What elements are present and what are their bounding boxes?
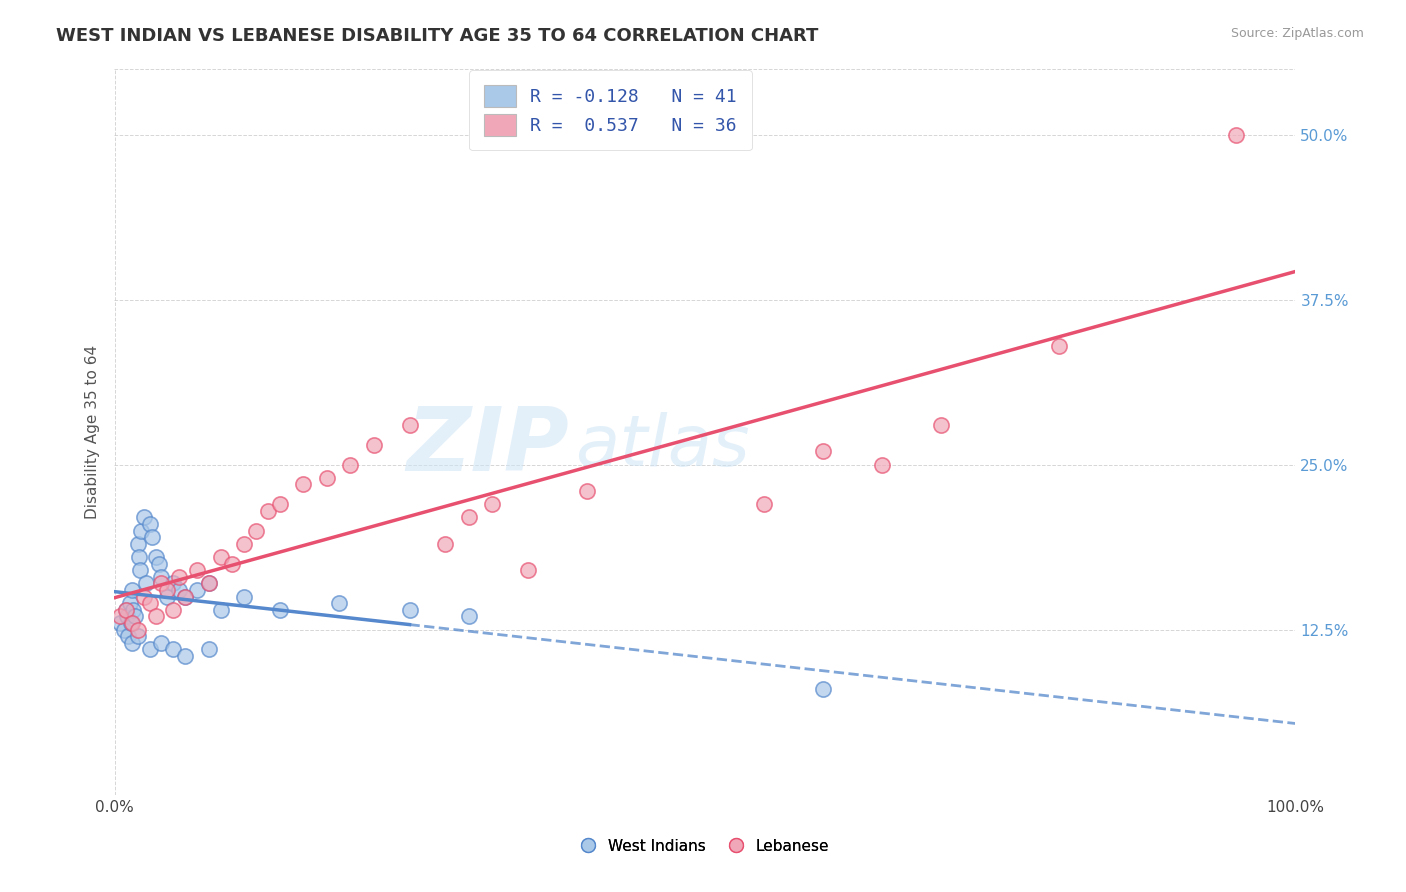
- Point: [398, 603, 420, 617]
- Point: [138, 596, 160, 610]
- Point: [150, 576, 173, 591]
- Point: [145, 549, 167, 564]
- Point: [162, 642, 184, 657]
- Point: [292, 477, 315, 491]
- Point: [1047, 339, 1070, 353]
- Point: [398, 417, 420, 432]
- Point: [197, 576, 219, 591]
- Y-axis label: Disability Age 35 to 64: Disability Age 35 to 64: [86, 344, 100, 518]
- Point: [339, 458, 361, 472]
- Point: [516, 563, 538, 577]
- Point: [209, 603, 232, 617]
- Point: [132, 510, 155, 524]
- Point: [131, 524, 153, 538]
- Point: [128, 549, 150, 564]
- Point: [135, 576, 157, 591]
- Point: [315, 471, 337, 485]
- Point: [141, 530, 163, 544]
- Point: [256, 504, 278, 518]
- Point: [481, 497, 503, 511]
- Point: [197, 642, 219, 657]
- Point: [167, 582, 190, 597]
- Point: [433, 537, 456, 551]
- Point: [156, 582, 179, 597]
- Text: atlas: atlas: [575, 411, 749, 481]
- Point: [118, 596, 141, 610]
- Point: [233, 590, 256, 604]
- Point: [811, 682, 834, 697]
- Point: [117, 629, 139, 643]
- Point: [811, 444, 834, 458]
- Point: [162, 603, 184, 617]
- Text: ZIP: ZIP: [406, 402, 569, 490]
- Point: [186, 563, 208, 577]
- Point: [233, 537, 256, 551]
- Point: [112, 623, 135, 637]
- Point: [120, 615, 142, 630]
- Point: [150, 570, 173, 584]
- Point: [1225, 128, 1247, 142]
- Point: [870, 458, 893, 472]
- Point: [197, 576, 219, 591]
- Point: [121, 582, 143, 597]
- Point: [138, 516, 160, 531]
- Point: [127, 537, 149, 551]
- Point: [457, 510, 479, 524]
- Point: [328, 596, 350, 610]
- Point: [209, 549, 232, 564]
- Point: [150, 636, 173, 650]
- Point: [121, 615, 143, 630]
- Point: [167, 570, 190, 584]
- Point: [174, 590, 197, 604]
- Point: [162, 576, 184, 591]
- Point: [115, 603, 138, 617]
- Point: [124, 609, 146, 624]
- Legend: R = -0.128   N = 41, R =  0.537   N = 36: R = -0.128 N = 41, R = 0.537 N = 36: [470, 70, 752, 151]
- Point: [221, 557, 243, 571]
- Point: [174, 648, 197, 663]
- Point: [132, 590, 155, 604]
- Point: [129, 563, 152, 577]
- Point: [929, 417, 952, 432]
- Point: [115, 609, 138, 624]
- Text: WEST INDIAN VS LEBANESE DISABILITY AGE 35 TO 64 CORRELATION CHART: WEST INDIAN VS LEBANESE DISABILITY AGE 3…: [56, 27, 818, 45]
- Point: [127, 629, 149, 643]
- Point: [752, 497, 775, 511]
- Point: [156, 590, 179, 604]
- Point: [122, 603, 145, 617]
- Point: [148, 557, 170, 571]
- Point: [174, 590, 197, 604]
- Point: [145, 609, 167, 624]
- Point: [138, 642, 160, 657]
- Text: Source: ZipAtlas.com: Source: ZipAtlas.com: [1230, 27, 1364, 40]
- Point: [115, 603, 138, 617]
- Point: [575, 483, 598, 498]
- Point: [269, 497, 291, 511]
- Point: [245, 524, 267, 538]
- Point: [363, 438, 385, 452]
- Point: [121, 636, 143, 650]
- Point: [127, 623, 149, 637]
- Point: [108, 615, 131, 630]
- Point: [108, 609, 131, 624]
- Point: [457, 609, 479, 624]
- Point: [186, 582, 208, 597]
- Point: [269, 603, 291, 617]
